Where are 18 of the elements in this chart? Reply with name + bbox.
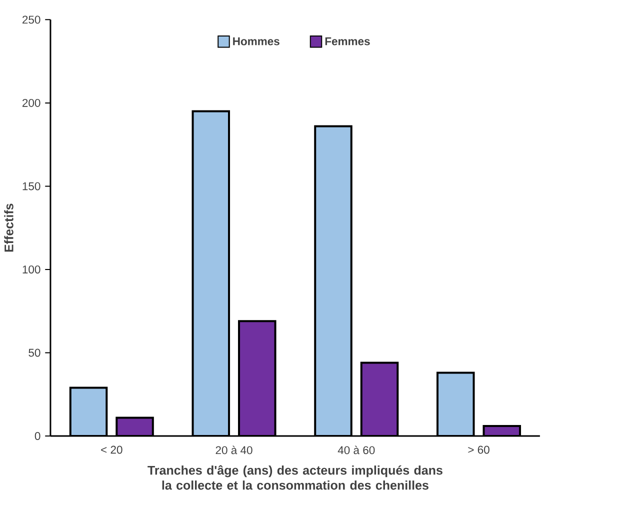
y-tick-label: 200 xyxy=(22,98,40,107)
y-tick-label: 250 xyxy=(22,16,40,24)
legend-label: Hommes xyxy=(233,37,280,46)
y-tick-label: 100 xyxy=(22,265,40,274)
y-tick-label: 50 xyxy=(28,348,40,357)
y-axis-title: Effectifs xyxy=(4,204,14,252)
bar xyxy=(314,125,352,436)
bar xyxy=(238,320,276,436)
x-tick-label: 20 à 40 xyxy=(216,446,252,454)
y-tick-label: 150 xyxy=(22,182,40,190)
bar xyxy=(360,362,399,436)
x-axis-title: Tranches d'âge (ans) des acteurs impliqués dans la collecte et la consommation des chenilles xyxy=(148,465,442,490)
x-tick-label: < 20 xyxy=(101,446,122,454)
bar xyxy=(69,386,108,436)
legend-label: Femmes xyxy=(325,37,370,46)
x-tick-label: 40 à 60 xyxy=(338,446,375,454)
y-tick-label: 0 xyxy=(34,432,40,440)
x-tick-label: > 60 xyxy=(468,446,490,454)
